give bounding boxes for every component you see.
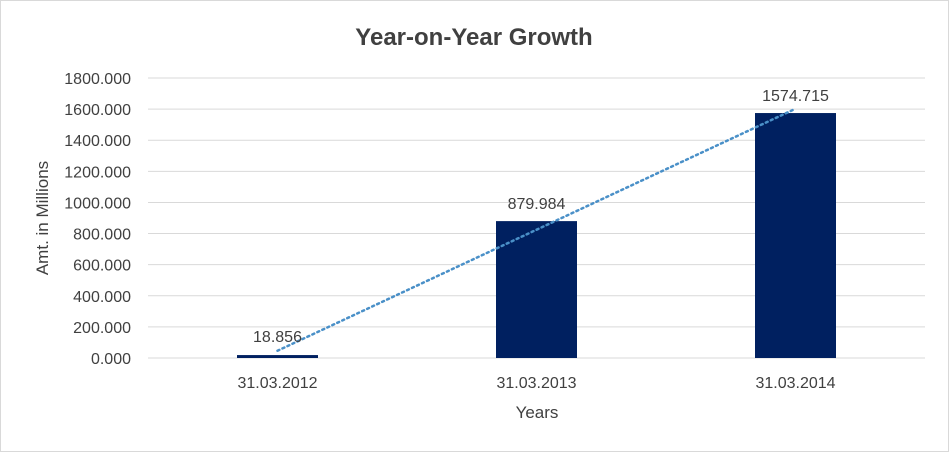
chart-title: Year-on-Year Growth: [355, 24, 592, 51]
y-tick-label: 1800.000: [64, 71, 131, 88]
bar: [755, 113, 836, 358]
y-tick-label: 0.000: [91, 351, 131, 368]
x-tick-label: 31.03.2013: [496, 375, 576, 392]
bar: [237, 355, 318, 358]
data-label: 18.856: [253, 329, 302, 346]
trendline-path: [276, 107, 797, 353]
x-tick-label: 31.03.2014: [755, 375, 835, 392]
x-axis-title: Years: [516, 403, 559, 422]
y-tick-label: 1200.000: [64, 164, 131, 181]
x-axis-ticks: 31.03.2012 31.03.2013 31.03.2014: [237, 375, 835, 392]
y-tick-label: 800.000: [73, 227, 131, 244]
data-labels: 18.856 879.984 1574.715: [253, 88, 829, 346]
y-tick-label: 1600.000: [64, 102, 131, 119]
y-tick-label: 1400.000: [64, 133, 131, 150]
trendline: [276, 107, 797, 353]
data-label: 879.984: [508, 196, 566, 213]
bar: [496, 221, 577, 358]
data-label: 1574.715: [762, 88, 829, 105]
x-tick-label: 31.03.2012: [237, 375, 317, 392]
y-tick-label: 200.000: [73, 320, 131, 337]
y-tick-label: 400.000: [73, 289, 131, 306]
y-axis-ticks: 0.000 200.000 400.000 600.000 800.000 1000.00…: [64, 71, 131, 368]
bars: [237, 113, 836, 358]
y-tick-label: 600.000: [73, 258, 131, 275]
y-tick-label: 1000.000: [64, 195, 131, 212]
y-axis-title: Amt. in Millions: [33, 161, 52, 275]
